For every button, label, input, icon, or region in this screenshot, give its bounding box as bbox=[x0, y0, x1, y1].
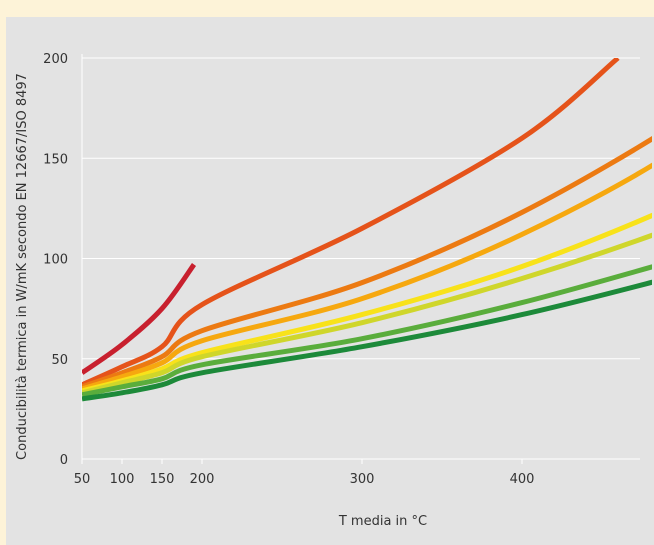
chart-svg: 05010015020050100150200300400500600 T me… bbox=[15, 52, 652, 529]
series-line-2 bbox=[82, 58, 620, 388]
series-line-6 bbox=[82, 232, 652, 396]
grid-layer bbox=[82, 57, 640, 460]
x-tick-label: 300 bbox=[350, 472, 375, 487]
chart-panel: 05010015020050100150200300400500600 T me… bbox=[6, 17, 654, 545]
x-tick-label: 150 bbox=[150, 472, 175, 487]
x-tick-label: 50 bbox=[74, 472, 91, 487]
series-line-1 bbox=[82, 263, 197, 375]
series-line-8 bbox=[82, 279, 652, 402]
x-tick-label: 200 bbox=[190, 472, 215, 487]
y-tick-label: 0 bbox=[60, 453, 68, 468]
x-axis-title: T media in °C bbox=[338, 514, 427, 529]
y-axis-title: Conducibilità termica in W/mK secondo EN… bbox=[15, 73, 30, 460]
x-tick-label: 400 bbox=[510, 472, 535, 487]
series-line-4 bbox=[82, 162, 652, 392]
series-line-5 bbox=[82, 212, 652, 394]
y-tick-label: 100 bbox=[43, 253, 68, 268]
series-line-3 bbox=[82, 136, 652, 390]
ticks-layer: 05010015020050100150200300400500600 bbox=[43, 52, 535, 487]
series-layer bbox=[82, 58, 652, 402]
series-line-7 bbox=[82, 264, 652, 398]
y-tick-label: 150 bbox=[43, 152, 68, 167]
x-tick-label: 100 bbox=[110, 472, 135, 487]
y-tick-label: 200 bbox=[43, 52, 68, 67]
y-tick-label: 50 bbox=[51, 353, 68, 368]
